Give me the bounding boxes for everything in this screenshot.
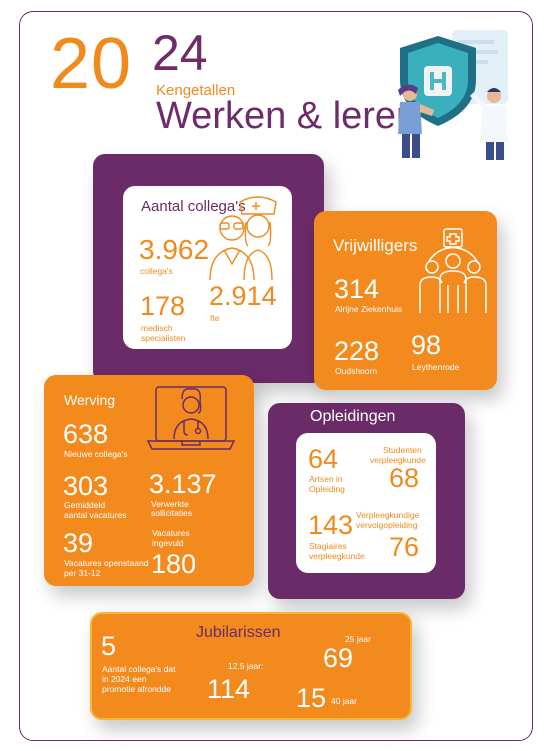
vrijwilligers-oudshoorn: 228 bbox=[334, 336, 380, 366]
jubilarissen-title: Jubilarissen bbox=[196, 624, 281, 641]
jubilarissen-card bbox=[90, 612, 412, 720]
werving-vacatures-label-1: Gemiddeld bbox=[64, 500, 106, 510]
jubilarissen-40-label: 40 jaar bbox=[331, 696, 357, 706]
collegas-fte: 2.914 bbox=[209, 281, 277, 311]
werving-sollicitaties: 3.137 bbox=[149, 469, 217, 499]
werving-open: 39 bbox=[63, 528, 94, 558]
vrijwilligers-title: Vrijwilligers bbox=[333, 236, 418, 255]
opleidingen-studenten-label-1: Studenten bbox=[383, 445, 422, 455]
jubilarissen-25: 69 bbox=[323, 643, 354, 673]
werving-new: 638 bbox=[63, 419, 109, 449]
jubilarissen-promotie-label-1: Aantal collega's dat bbox=[102, 664, 176, 674]
opleidingen-studenten: 68 bbox=[389, 463, 420, 493]
hospital-shield-illustration-icon bbox=[390, 26, 530, 166]
collegas-count-label: collega's bbox=[140, 266, 173, 276]
jubilarissen-40: 15 bbox=[296, 683, 327, 713]
opleidingen-vervolg-label-1: Verpleegkundige bbox=[356, 510, 420, 520]
opleidingen-artsen-label-1: Artsen in bbox=[309, 474, 343, 484]
collegas-title: Aantal collega's bbox=[141, 198, 246, 215]
vrijwilligers-leythenrode: 98 bbox=[411, 330, 442, 360]
vrijwilligers-alrijne: 314 bbox=[334, 274, 380, 304]
werving-card bbox=[44, 375, 254, 586]
jubilarissen-25-label: 25 jaar bbox=[345, 634, 371, 644]
collegas-inner bbox=[123, 186, 292, 349]
werving-vacatures: 303 bbox=[63, 471, 109, 501]
werving-vacatures-label-2: aantal vacatures bbox=[64, 510, 127, 520]
opleidingen-vervolg-label-2: vervolgopleiding bbox=[356, 520, 418, 530]
jubilarissen-promotie-label-3: promotie afrondde bbox=[102, 684, 171, 694]
collegas-medical-label-1: medisch bbox=[141, 323, 173, 333]
opleidingen-stagiaires: 143 bbox=[308, 510, 354, 540]
collegas-medical: 178 bbox=[140, 291, 186, 321]
vrijwilligers-oudshoorn-label: Oudshoorn bbox=[335, 366, 378, 376]
werving-sollicitaties-label-1: Verwerkte bbox=[151, 499, 189, 509]
werving-ingevuld: 180 bbox=[151, 549, 197, 579]
doctor-nurse-icon bbox=[204, 192, 290, 282]
werving-sollicitaties-label-2: sollicitaties bbox=[151, 508, 193, 518]
jubilarissen-125-label: 12,5 jaar: bbox=[228, 661, 264, 671]
collegas-count: 3.962 bbox=[139, 234, 210, 265]
opleidingen-stagiaires-label-1: Stagiaires bbox=[309, 541, 347, 551]
werving-title: Werving bbox=[64, 392, 116, 408]
werving-open-label-2: per 31-12 bbox=[64, 568, 101, 578]
volunteers-cross-icon bbox=[410, 223, 496, 315]
vrijwilligers-alrijne-label: Alrijne Ziekenhuis bbox=[335, 304, 403, 314]
page-title: Werken & leren bbox=[156, 95, 418, 137]
jubilarissen-promotie: 5 bbox=[101, 631, 117, 661]
opleidingen-vervolg: 76 bbox=[389, 532, 420, 562]
werving-ingevuld-label-1: Vacatures bbox=[152, 528, 190, 538]
opleidingen-artsen-label-2: Opleiding bbox=[309, 484, 345, 494]
vrijwilligers-leythenrode-label: Leythenrode bbox=[412, 362, 460, 372]
werving-ingevuld-label-2: ingevuld bbox=[152, 538, 184, 548]
opleidingen-stagiaires-label-2: verpleegkunde bbox=[309, 551, 365, 561]
year-part-b: 24 bbox=[152, 25, 208, 81]
opleidingen-title: Opleidingen bbox=[310, 408, 396, 425]
header-kicker: Kengetallen bbox=[156, 82, 236, 99]
opleidingen-inner bbox=[296, 433, 436, 573]
page-frame bbox=[19, 11, 533, 741]
werving-open-label-1: Vacatures openstaand bbox=[64, 558, 149, 568]
jubilarissen-promotie-label-2: in 2024 een bbox=[102, 674, 147, 684]
werving-new-label: Nieuwe collega's bbox=[64, 449, 128, 459]
collegas-fte-label: fte bbox=[210, 313, 220, 323]
year-part-a: 20 bbox=[50, 24, 133, 104]
opleidingen-artsen: 64 bbox=[308, 444, 339, 474]
jubilarissen-125: 114 bbox=[207, 674, 251, 704]
opleidingen-studenten-label-2: verpleegkunde bbox=[370, 455, 426, 465]
collegas-medical-label-2: specialisten bbox=[141, 333, 186, 343]
laptop-doctor-icon bbox=[146, 383, 236, 453]
